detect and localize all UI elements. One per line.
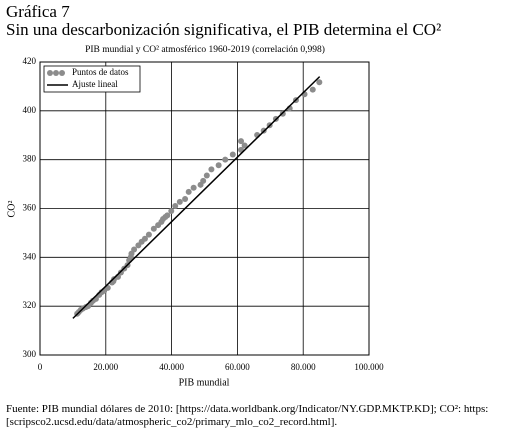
legend-label: Puntos de datos <box>72 67 129 77</box>
y-tick-label: 300 <box>23 349 37 359</box>
y-tick-label: 400 <box>23 105 37 115</box>
data-point <box>182 195 189 202</box>
data-point <box>190 184 197 191</box>
data-point <box>168 207 175 214</box>
figure-number: Gráfica 7 <box>6 2 70 21</box>
data-point <box>164 212 171 219</box>
data-point <box>131 246 138 253</box>
legend-marker <box>47 70 53 76</box>
legend-label: Ajuste lineal <box>72 79 118 89</box>
data-point <box>229 151 236 158</box>
x-tick-label: 40.000 <box>159 362 184 372</box>
y-tick-label: 320 <box>23 300 37 310</box>
x-tick-label: 0 <box>38 362 43 372</box>
legend-marker <box>53 70 59 76</box>
x-tick-label: 60.000 <box>225 362 250 372</box>
data-point <box>150 225 157 232</box>
data-point <box>200 177 207 184</box>
data-point <box>141 235 148 242</box>
chart: Gráfica 7 Sin una descarbonización signi… <box>6 2 441 388</box>
data-point <box>185 188 192 195</box>
x-axis-label: PIB mundial <box>179 377 230 388</box>
data-point <box>176 198 183 205</box>
x-tick-label: 20.000 <box>93 362 118 372</box>
y-tick-label: 340 <box>23 251 37 261</box>
x-tick-label: 100.000 <box>354 362 384 372</box>
fit-line <box>72 76 321 319</box>
data-point <box>241 142 248 149</box>
legend-marker <box>59 70 65 76</box>
data-point <box>316 79 323 86</box>
y-tick-label: 380 <box>23 154 37 164</box>
y-tick-label: 360 <box>23 203 37 213</box>
y-tick-label: 420 <box>23 56 37 66</box>
data-point <box>215 162 222 169</box>
data-point <box>309 86 316 93</box>
figure-title: Sin una descarbonización significativa, … <box>6 20 441 39</box>
x-tick-label: 80.000 <box>291 362 316 372</box>
data-point <box>172 203 179 210</box>
data-point <box>222 156 229 163</box>
data-point <box>238 138 245 145</box>
data-point <box>208 166 215 173</box>
data-point <box>203 172 210 179</box>
chart-title: PIB mundial y CO² atmosférico 1960-2019 … <box>85 44 325 55</box>
source-note: Fuente: PIB mundial dólares de 2010: [ht… <box>6 403 489 428</box>
y-axis-label: CO² <box>6 201 17 218</box>
data-point <box>145 231 152 238</box>
legend-box <box>43 65 141 93</box>
